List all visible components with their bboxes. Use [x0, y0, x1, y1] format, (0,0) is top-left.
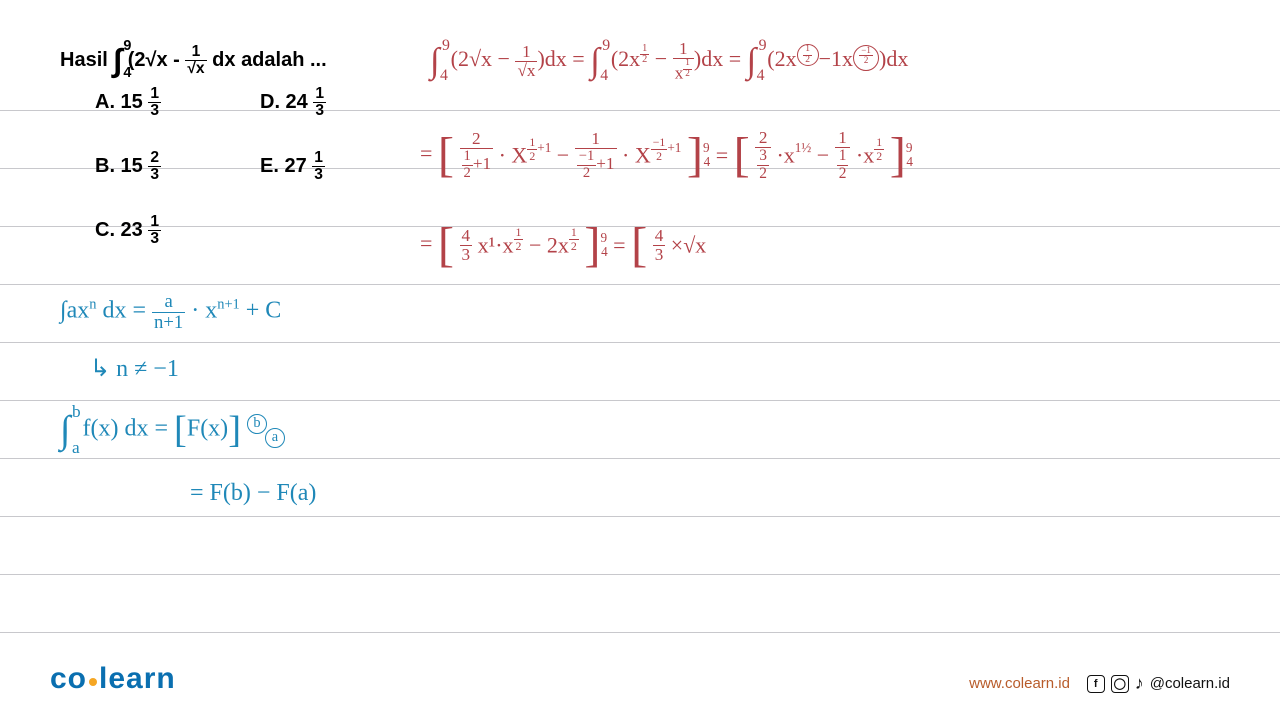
ruled-line [0, 574, 1280, 575]
left-bracket: [ [734, 128, 750, 183]
option-e: E. 27 13 [260, 150, 325, 184]
question-prefix: Hasil [60, 49, 113, 71]
ruled-line [0, 400, 1280, 401]
option-a: A. 15 13 [95, 86, 161, 120]
integral-sign: ∫94 [430, 41, 440, 81]
ruled-line [0, 284, 1280, 285]
option-c: C. 23 13 [95, 214, 161, 248]
q-part: √x [145, 49, 167, 71]
ruled-line [0, 516, 1280, 517]
workings-red-line2: = [ 212+1 · X12+1 − 1−12+1 · X−12+1 ]94 … [420, 128, 1270, 183]
integral-sign: ∫94 [113, 42, 122, 79]
formula-power-rule: ∫axn dx = an+1 · xn+1 + C [60, 292, 281, 332]
ruled-line [0, 342, 1280, 343]
circled-limit-upper: b [247, 414, 267, 434]
integral-sign: ∫94 [590, 41, 600, 81]
left-bracket: [ [174, 408, 187, 452]
circled-limit-lower: a [265, 428, 285, 448]
left-bracket: [ [438, 218, 454, 273]
instagram-icon: ◯ [1111, 675, 1129, 693]
right-bracket: ] [584, 218, 600, 273]
option-d: D. 24 13 [260, 86, 326, 120]
right-bracket: ] [890, 128, 906, 183]
ruled-line [0, 458, 1280, 459]
circled-exponent: −12 [853, 45, 879, 71]
brand-logo: colearn [50, 662, 176, 696]
social-handles: f ◯ ♪ @colearn.id [1087, 673, 1230, 694]
brand-dot-icon [89, 678, 97, 686]
question-text: Hasil ∫94 (2√x - 1√x dx adalah ... [60, 42, 327, 79]
workings-red-line1: ∫94 (2√x − 1√x)dx = ∫94 (2x12 − 1x12)dx … [430, 40, 1260, 82]
integral-sign: ∫94 [747, 41, 757, 81]
formula-definite-integral: ∫ba f(x) dx = [F(x)] b a [60, 408, 285, 452]
circled-exponent: 12 [797, 44, 819, 66]
right-bracket: ] [687, 128, 703, 183]
left-bracket: [ [438, 128, 454, 183]
right-bracket: ] [228, 408, 241, 452]
ruled-line [0, 632, 1280, 633]
formula-ftc: = F(b) − F(a) [190, 480, 316, 507]
workings-red-line3: = [ 43 x¹·x12 − 2x12 ]94 = [ 43 ×√x [420, 218, 1250, 273]
tiktok-icon: ♪ [1135, 673, 1144, 694]
social-handle-text: @colearn.id [1150, 675, 1230, 692]
q-part: - [168, 49, 186, 71]
option-b: B. 15 23 [95, 150, 161, 184]
left-bracket: [ [631, 218, 647, 273]
formula-condition: ↳ n ≠ −1 [90, 354, 179, 383]
facebook-icon: f [1087, 675, 1105, 693]
integral-sign: ∫ba [60, 408, 71, 452]
ruled-line [0, 110, 1280, 111]
q-part: dx adalah ... [207, 49, 327, 71]
website-url: www.colearn.id [969, 675, 1070, 692]
